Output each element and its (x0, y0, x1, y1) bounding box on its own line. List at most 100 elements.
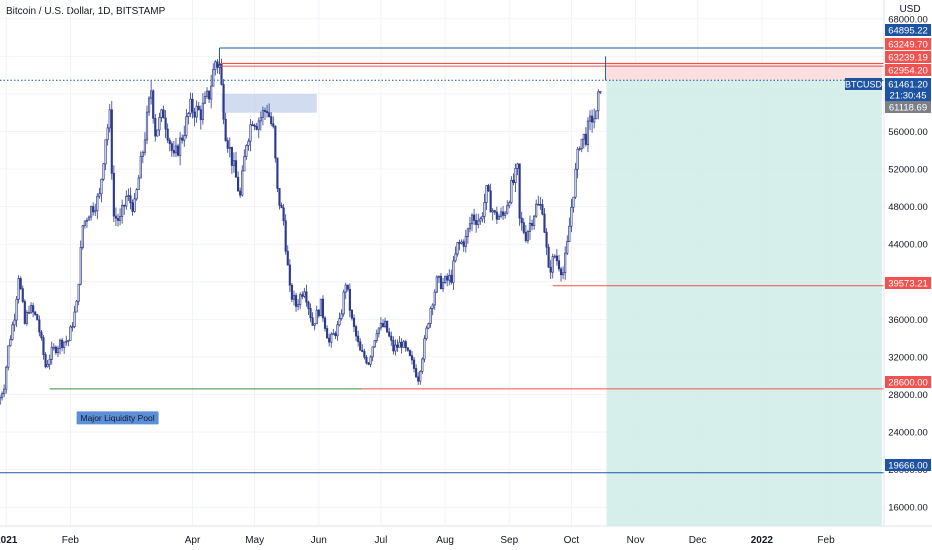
candle-body (48, 358, 51, 365)
candle-body (448, 274, 451, 281)
x-tick-label: Oct (564, 535, 580, 546)
candle-body (56, 347, 60, 354)
candle-body (87, 216, 91, 221)
candle-body (334, 333, 337, 337)
price-label-bg (885, 277, 931, 289)
candle-body (388, 331, 391, 337)
candle-body (541, 204, 544, 215)
y-tick-label: 68000.00 (888, 14, 928, 25)
candle-body (477, 220, 480, 225)
price-label: 39573.21 (888, 279, 928, 290)
candle-body (34, 311, 37, 315)
candle-body (313, 323, 316, 326)
candle-body (584, 133, 587, 145)
candle-body (226, 140, 229, 149)
candle-body (317, 309, 320, 317)
candle-body (145, 111, 149, 141)
candle-body (309, 308, 312, 319)
candle-body (311, 317, 314, 326)
currency-label: USD (899, 4, 920, 15)
candle-body (25, 311, 28, 324)
candle-body (419, 371, 422, 382)
x-tick-label: Dec (689, 535, 707, 546)
candle-body (549, 266, 552, 273)
candle-body (533, 215, 536, 226)
price-label-bg (885, 459, 931, 471)
candle-body (537, 203, 540, 206)
candle-body (462, 241, 465, 247)
candle-body (466, 228, 469, 237)
candle-body (450, 274, 453, 283)
candle-body (586, 120, 590, 145)
candle-body (425, 327, 428, 340)
candle-body (141, 151, 144, 157)
candle-body (402, 341, 405, 348)
candle-body (570, 206, 573, 227)
y-tick-label: 56000.00 (888, 127, 928, 138)
candle-body (278, 188, 281, 206)
candle-body (75, 300, 78, 313)
candle-body (241, 170, 244, 196)
y-tick-label: 16000.00 (888, 503, 928, 514)
candle-body (50, 346, 53, 360)
candle-body (562, 272, 565, 276)
candle-body (181, 137, 184, 141)
candle-body (408, 350, 411, 357)
candle-body (176, 145, 180, 156)
candle-body (270, 116, 273, 125)
candle-body (259, 116, 262, 122)
candle-body (199, 109, 202, 120)
candle-body (439, 275, 443, 290)
candle-body (392, 340, 395, 352)
candle-body (338, 318, 341, 326)
candle-body (574, 168, 577, 198)
candle-body (578, 148, 581, 150)
candle-body (514, 168, 517, 183)
candle-body (535, 203, 538, 217)
x-tick-label: 2022 (751, 535, 774, 546)
candle-body (344, 284, 347, 293)
candle-body (135, 189, 138, 200)
candle-body (301, 294, 304, 297)
candle-body (224, 118, 227, 141)
price-axis[interactable]: USD 68000.0064000.0060000.0056000.005200… (845, 0, 932, 526)
candle-body (232, 160, 236, 166)
candle-body (38, 319, 41, 333)
x-tick-label: Apr (185, 535, 201, 546)
candle-body (123, 204, 126, 207)
candle-body (377, 327, 380, 334)
candle-body (162, 109, 165, 119)
candle-body (121, 204, 124, 217)
candle-body (417, 376, 420, 382)
candle-body (330, 333, 333, 343)
candle-body (143, 139, 146, 153)
candle-body (147, 97, 151, 113)
candle-body (588, 115, 592, 122)
candle-body (251, 124, 254, 126)
candle-body (348, 288, 351, 311)
candle-body (216, 61, 219, 68)
candle-body (582, 133, 585, 140)
candle-body (437, 275, 440, 278)
candle-body (193, 111, 196, 118)
candle-body (61, 339, 64, 348)
candle-body (11, 324, 14, 340)
candle-body (139, 156, 142, 179)
candle-body (400, 341, 403, 348)
price-label-bg (885, 376, 931, 388)
candle-body (284, 220, 287, 252)
candle-body (595, 110, 598, 120)
candle-body (429, 308, 432, 324)
candle-body (433, 291, 436, 306)
candle-body (222, 84, 225, 120)
candle-body (210, 85, 213, 100)
candle-body (189, 98, 192, 114)
candle-body (326, 328, 329, 339)
candle-body (299, 294, 302, 306)
candle-body (493, 210, 496, 213)
candle-body (17, 278, 20, 300)
x-tick-label: Sep (500, 535, 518, 546)
candle-body (79, 246, 82, 285)
